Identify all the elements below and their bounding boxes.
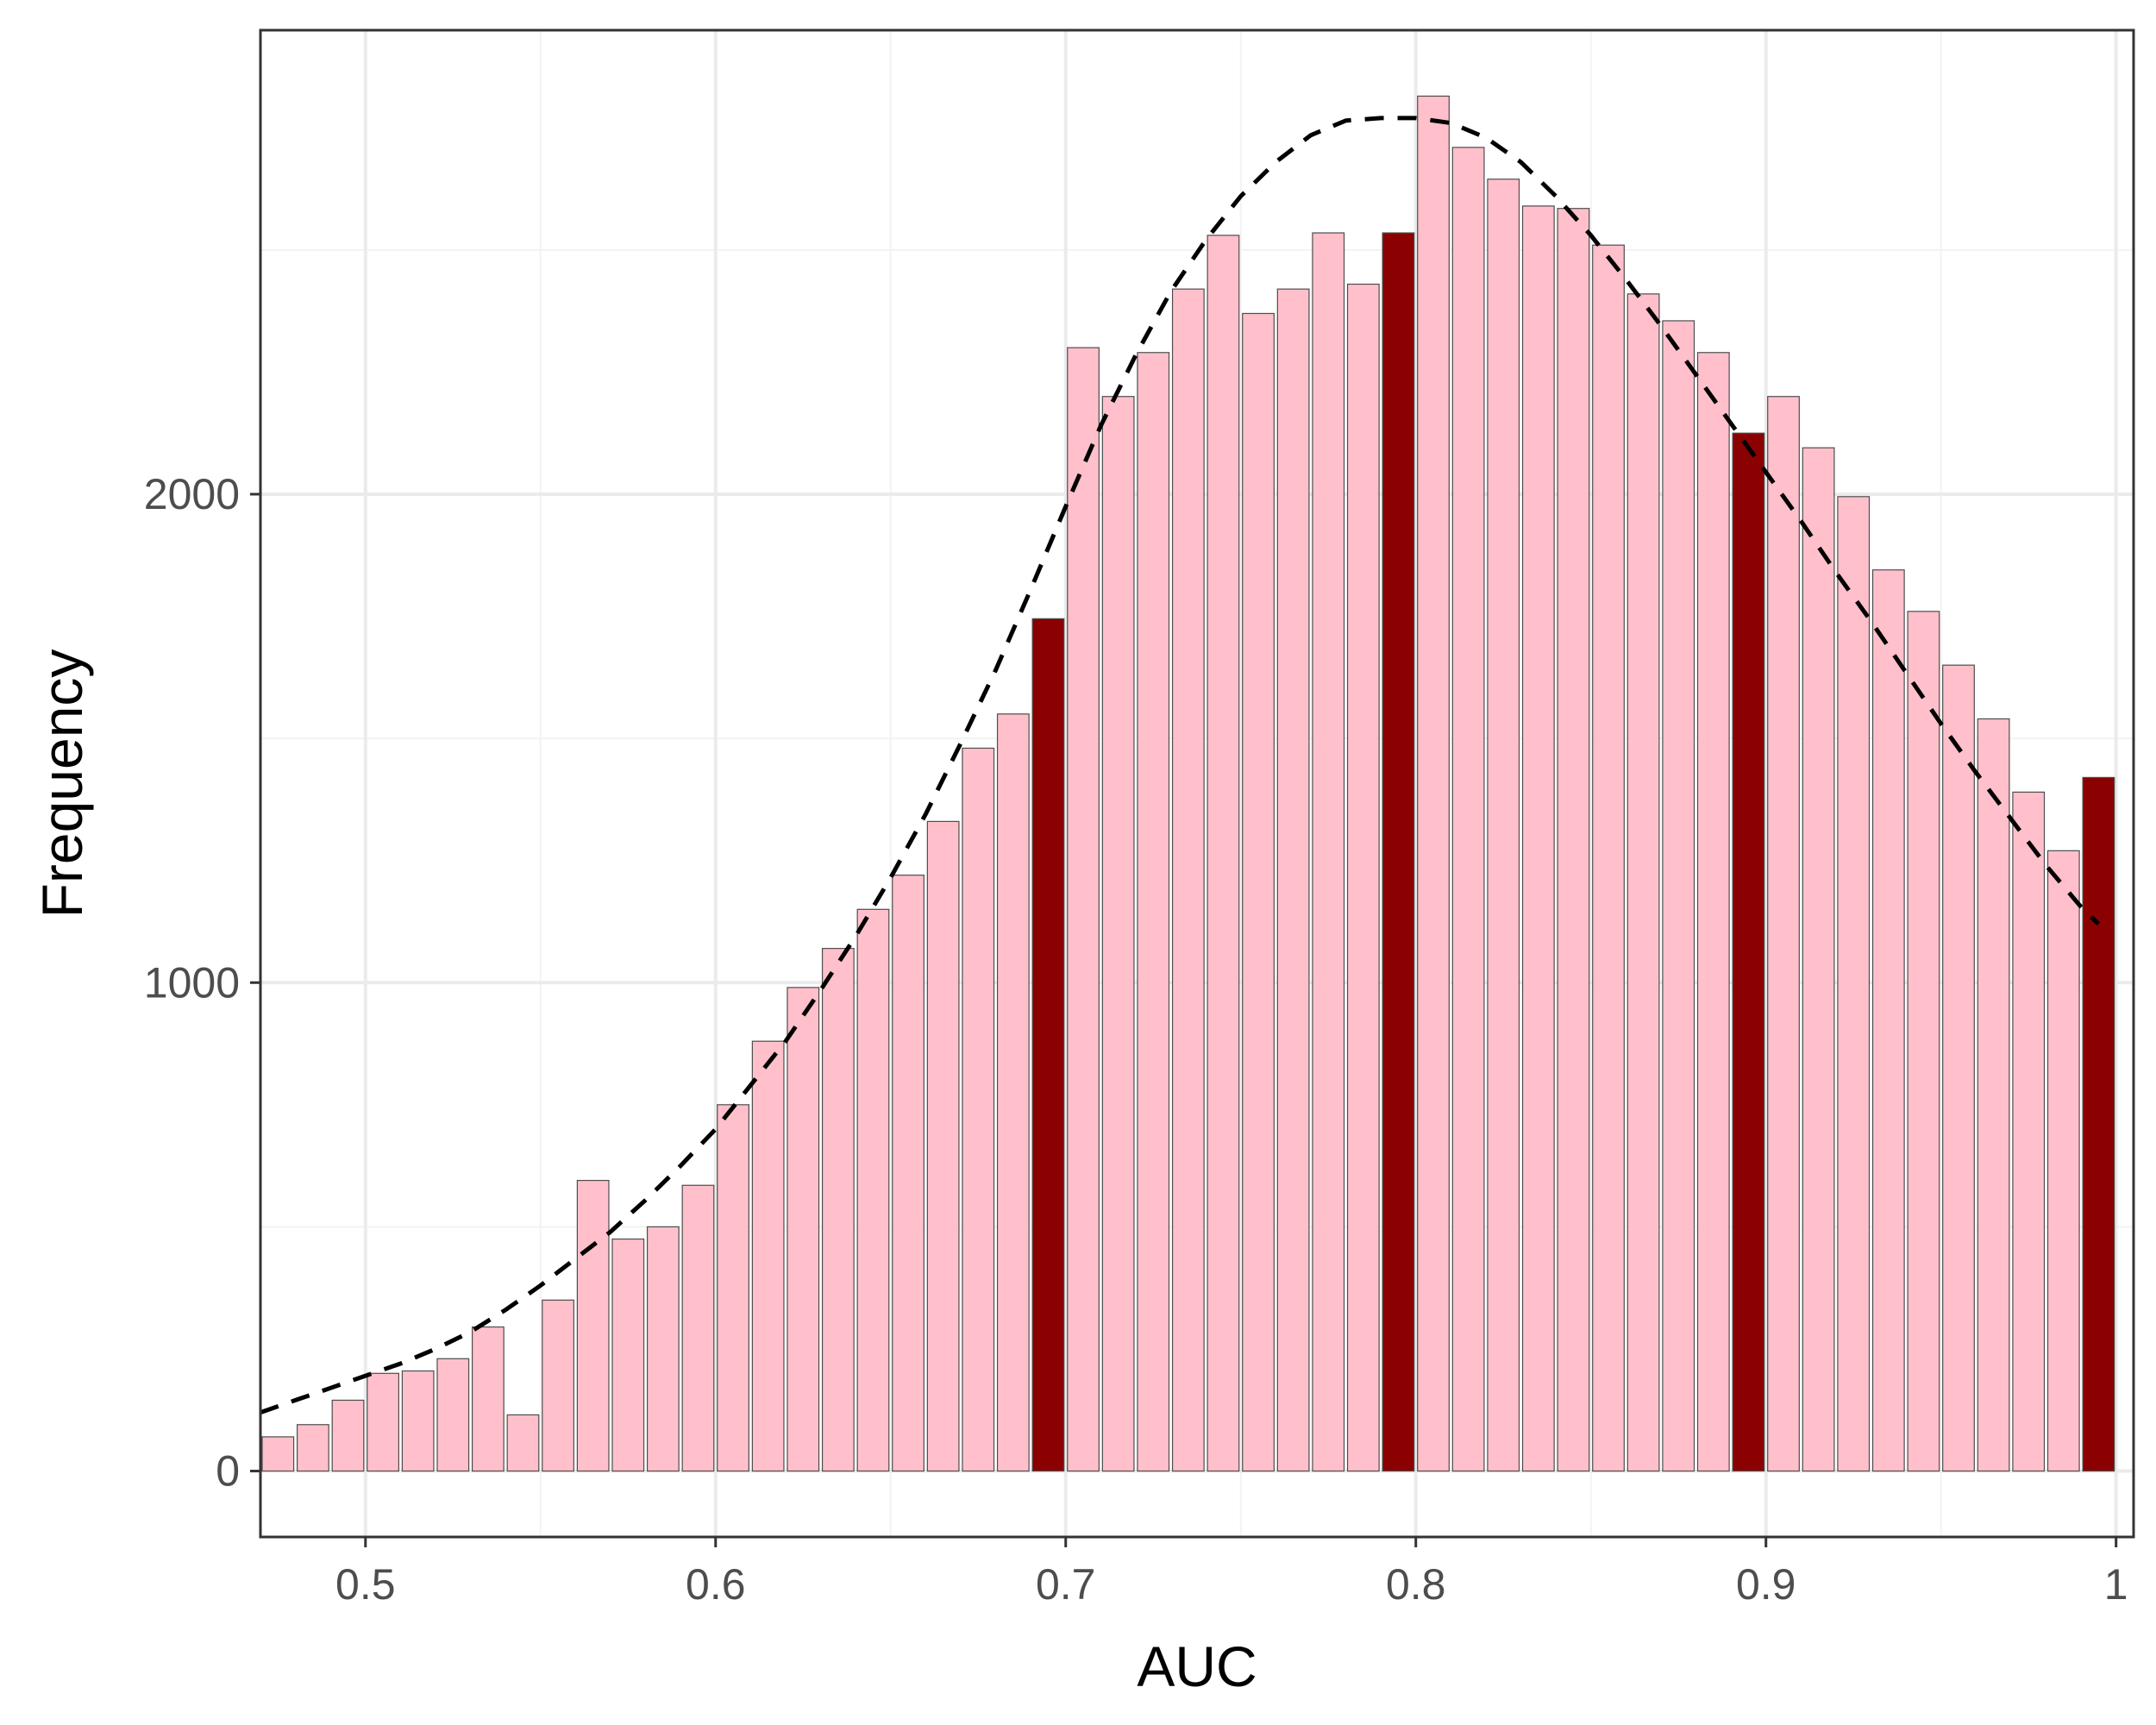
histogram-bar (1346, 283, 1380, 1472)
histogram-bar (296, 1424, 329, 1472)
x-tick-label: 0.5 (335, 1560, 396, 1609)
histogram-bar (367, 1372, 399, 1472)
histogram-bar-highlighted (2082, 776, 2115, 1472)
histogram-bar (1626, 293, 1660, 1472)
histogram-bar (1417, 95, 1450, 1472)
histogram-bar (1521, 205, 1555, 1472)
histogram-bar (1557, 208, 1590, 1472)
bars-layer (261, 95, 2115, 1472)
x-axis-title: AUC (1137, 1634, 1257, 1698)
histogram-bar (261, 1436, 295, 1472)
histogram-bar (1592, 244, 1625, 1472)
histogram-bar (1802, 447, 1835, 1472)
histogram-bar-highlighted (1031, 618, 1065, 1472)
histogram-bar (1171, 288, 1205, 1472)
x-tick-label: 0.7 (1036, 1560, 1096, 1609)
histogram-bar (681, 1184, 715, 1472)
histogram-bar (926, 820, 960, 1472)
histogram-bar (401, 1370, 435, 1472)
histogram-bar (996, 713, 1030, 1472)
histogram-bar (436, 1358, 470, 1472)
histogram-bar (821, 948, 855, 1472)
histogram-bar (1067, 347, 1100, 1472)
x-tick-label: 0.6 (686, 1560, 746, 1609)
histogram-bar (1767, 396, 1800, 1472)
histogram-bar (751, 1040, 785, 1472)
histogram-bar (576, 1180, 610, 1472)
y-tick-label: 1000 (144, 958, 240, 1007)
panel-border (259, 28, 2135, 1539)
histogram-bar (1312, 232, 1345, 1472)
histogram-bar (717, 1104, 749, 1472)
x-tick-label: 0.8 (1386, 1560, 1446, 1609)
histogram-bar (892, 875, 924, 1472)
histogram-bar (2046, 850, 2080, 1472)
histogram-bar (1662, 320, 1695, 1472)
histogram-bar-highlighted (1382, 232, 1415, 1472)
histogram-bar (1101, 396, 1135, 1472)
histogram-bar (471, 1326, 505, 1472)
histogram-bar (1276, 288, 1310, 1472)
y-axis: 0 1000 2000 (144, 470, 260, 1496)
y-tick-label: 2000 (144, 470, 240, 518)
histogram-bar (856, 908, 890, 1472)
histogram-bar (1206, 235, 1240, 1472)
histogram-bar (1242, 312, 1275, 1472)
histogram-bar (962, 747, 995, 1472)
histogram-bar (611, 1238, 645, 1472)
y-tick-label: 0 (216, 1447, 240, 1496)
histogram-bar (1696, 352, 1730, 1472)
histogram-bar (1942, 664, 1975, 1472)
histogram-bar (2012, 791, 2046, 1472)
histogram-bar (331, 1399, 365, 1472)
histogram-bar-highlighted (1732, 432, 1765, 1472)
histogram-bar (1487, 179, 1520, 1472)
x-tick-label: 0.9 (1736, 1560, 1796, 1609)
histogram-bar (1907, 611, 1940, 1472)
histogram-bar (1451, 147, 1485, 1472)
density-curve (260, 116, 2101, 1414)
x-axis: 0.5 0.6 0.7 0.8 0.9 1 (335, 1537, 2128, 1609)
histogram-bar (1977, 718, 2010, 1472)
histogram-bar (542, 1299, 574, 1472)
histogram-bar (1871, 569, 1905, 1472)
histogram-bar (646, 1226, 680, 1472)
histogram-bar (506, 1414, 540, 1472)
y-axis-title: Frequency (30, 649, 94, 919)
histogram-bar (1837, 496, 1871, 1472)
histogram-bar (787, 987, 820, 1472)
histogram-bar (1137, 352, 1170, 1472)
x-tick-label: 1 (2104, 1560, 2128, 1609)
